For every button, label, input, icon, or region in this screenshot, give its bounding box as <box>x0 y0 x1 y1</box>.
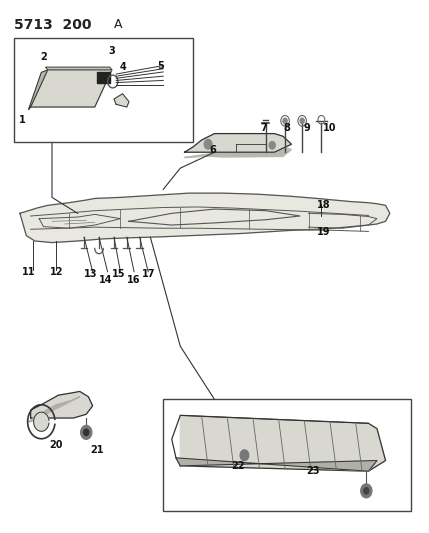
Polygon shape <box>20 193 390 243</box>
Polygon shape <box>97 72 110 83</box>
Circle shape <box>33 412 49 431</box>
Text: 23: 23 <box>306 466 320 476</box>
Text: 5713  200: 5713 200 <box>14 18 91 31</box>
Circle shape <box>240 450 249 461</box>
Polygon shape <box>30 391 93 418</box>
Text: 3: 3 <box>109 46 115 56</box>
Text: 22: 22 <box>231 461 245 471</box>
Polygon shape <box>28 397 80 422</box>
Text: 8: 8 <box>284 123 290 133</box>
Text: 2: 2 <box>40 52 47 61</box>
Bar <box>163 399 411 511</box>
Polygon shape <box>176 458 377 471</box>
Polygon shape <box>184 134 291 152</box>
Text: 17: 17 <box>142 270 155 279</box>
Text: 1: 1 <box>19 115 25 125</box>
Circle shape <box>283 118 287 124</box>
Text: 15: 15 <box>112 270 125 279</box>
Text: 5: 5 <box>158 61 164 70</box>
Text: 7: 7 <box>260 123 267 133</box>
Polygon shape <box>45 67 112 70</box>
Text: 4: 4 <box>119 62 126 72</box>
Circle shape <box>300 118 304 124</box>
Circle shape <box>269 142 275 149</box>
Circle shape <box>84 429 89 435</box>
Circle shape <box>81 425 92 439</box>
Text: 9: 9 <box>303 123 310 133</box>
Circle shape <box>204 140 212 149</box>
Polygon shape <box>180 415 386 471</box>
Polygon shape <box>30 70 112 107</box>
Text: 11: 11 <box>22 267 35 277</box>
Text: A: A <box>114 18 123 31</box>
Text: 13: 13 <box>84 270 97 279</box>
Circle shape <box>361 484 372 498</box>
Circle shape <box>364 488 369 494</box>
Text: 6: 6 <box>209 144 216 155</box>
Polygon shape <box>28 70 48 110</box>
Text: 14: 14 <box>99 275 112 285</box>
Text: 19: 19 <box>317 227 330 237</box>
Text: 10: 10 <box>323 123 337 133</box>
Polygon shape <box>184 144 291 158</box>
Text: 20: 20 <box>49 440 63 450</box>
Polygon shape <box>114 94 129 107</box>
Text: 16: 16 <box>127 275 140 285</box>
Bar <box>14 38 193 142</box>
Text: 12: 12 <box>49 267 63 277</box>
Text: 21: 21 <box>90 445 104 455</box>
Text: 18: 18 <box>317 200 330 211</box>
